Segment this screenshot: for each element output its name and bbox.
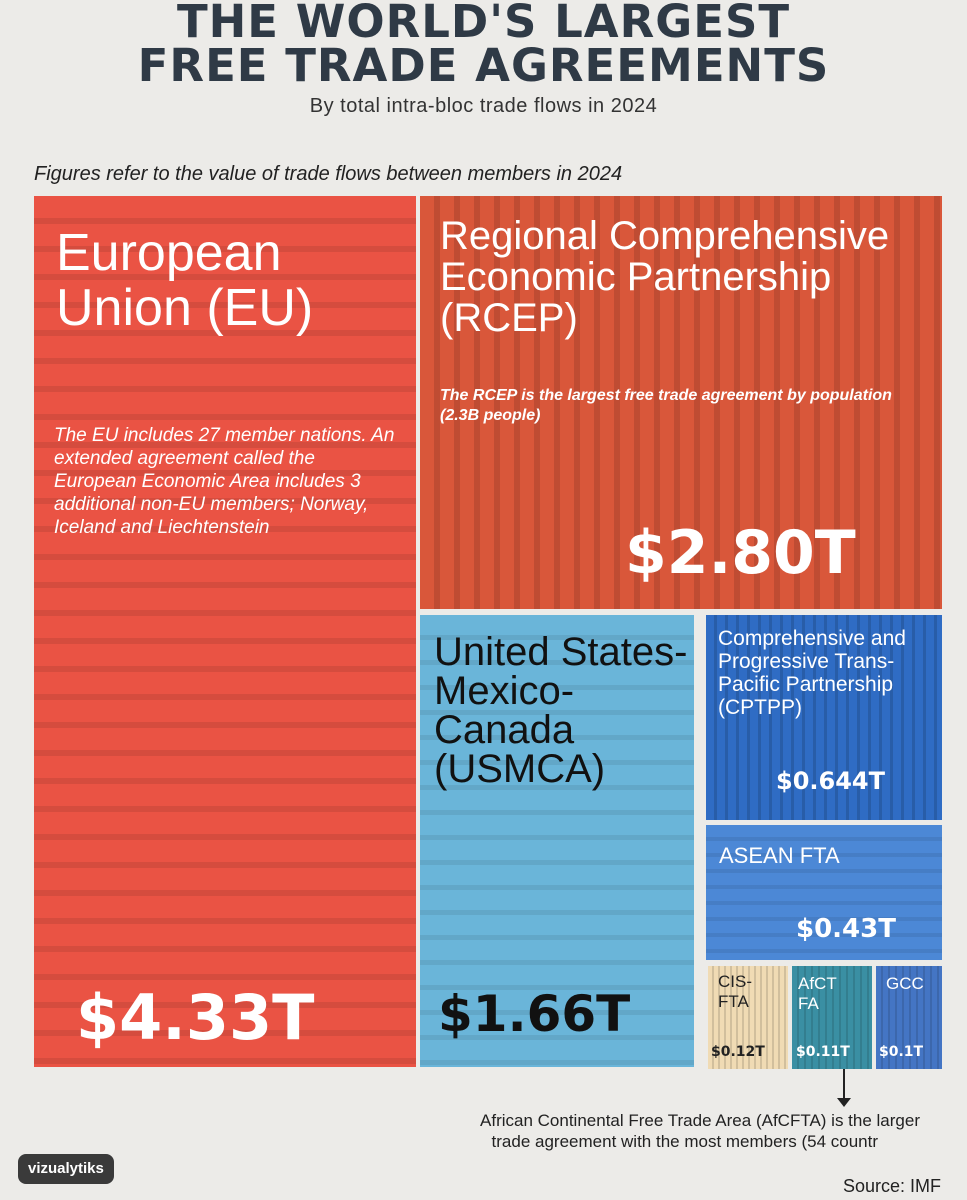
rcep-value: $2.80T (625, 518, 856, 588)
afcfta-footnote: African Continental Free Trade Area (AfC… (200, 1110, 920, 1152)
usmca-label: United States-Mexico-Canada (USMCA) (434, 630, 688, 791)
container-ribs (420, 615, 694, 1067)
afcfta-value: $0.11T (796, 1044, 850, 1060)
container-rcep: Regional Comprehensive Economic Partners… (420, 196, 942, 609)
container-ribs (792, 966, 872, 1069)
source-label: Source: IMF (842, 1176, 941, 1196)
container-cis-fta: CIS- FTA $0.12T (708, 966, 788, 1069)
cptpp-value: $0.644T (776, 767, 885, 795)
brand-logo: vizualytiks (18, 1154, 114, 1184)
footnote-line-2: trade agreement with the most members (5… (491, 1132, 878, 1151)
container-ribs (420, 196, 942, 609)
container-afcfta: AfCT FA $0.11T (792, 966, 872, 1069)
gcc-value: $0.1T (879, 1044, 924, 1060)
cptpp-label: Comprehensive and Progressive Trans-Paci… (718, 627, 906, 719)
footnote-line-1: African Continental Free Trade Area (AfC… (480, 1111, 920, 1130)
rcep-label: Regional Comprehensive Economic Partners… (440, 214, 890, 340)
title-line-2: FREE TRADE AGREEMENTS (137, 39, 830, 92)
container-ribs (708, 966, 788, 1069)
cis-fta-label: CIS- FTA (718, 972, 752, 1011)
container-cptpp: Comprehensive and Progressive Trans-Paci… (706, 615, 942, 820)
eu-description: The EU includes 27 member nations. An ex… (54, 425, 395, 538)
afcfta-label: AfCT FA (798, 974, 837, 1013)
container-ribs (706, 615, 942, 820)
rcep-description: The RCEP is the largest free trade agree… (440, 387, 892, 424)
container-eu: European Union (EU) The EU includes 27 m… (34, 196, 416, 1067)
container-ribs (706, 825, 942, 960)
asean-label: ASEAN FTA (719, 843, 840, 868)
usmca-value: $1.66T (438, 985, 631, 1043)
title-line-1: THE WORLD'S LARGEST (176, 0, 791, 48)
container-usmca: United States-Mexico-Canada (USMCA) $1.6… (420, 615, 694, 1067)
eu-label: European Union (EU) (56, 224, 314, 337)
cis-fta-value: $0.12T (711, 1044, 765, 1060)
asean-value: $0.43T (796, 914, 896, 944)
container-asean: ASEAN FTA $0.43T (706, 825, 942, 960)
afcfta-pointer-line (843, 1069, 845, 1105)
eu-value: $4.33T (76, 981, 315, 1054)
container-ribs (876, 966, 942, 1069)
subtitle: By total intra-bloc trade flows in 2024 (309, 95, 658, 117)
figures-note: Figures refer to the value of trade flow… (34, 163, 623, 185)
afcfta-pointer-arrow-icon (837, 1098, 851, 1107)
container-gcc: GCC $0.1T (876, 966, 942, 1069)
gcc-label: GCC (886, 974, 924, 993)
container-ribs (34, 196, 416, 1067)
